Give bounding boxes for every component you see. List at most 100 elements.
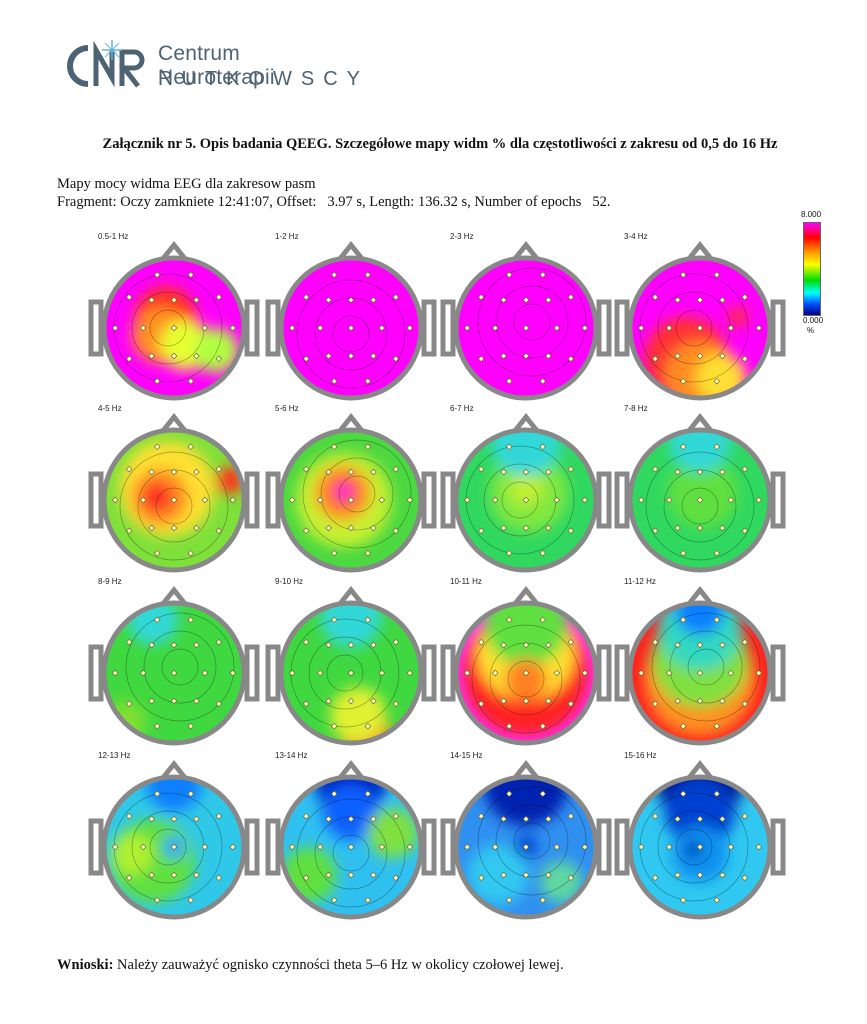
electrode-marker [637,669,645,677]
topo-map-label: 2-3 Hz [450,232,474,241]
electrode-marker [674,641,681,649]
electrode-marker [500,468,507,476]
electrode-marker [651,355,659,363]
electrode-marker [229,496,237,504]
head-outline [278,427,424,573]
electrode-marker [713,790,721,798]
electrode-marker [679,443,687,451]
topo-head [440,240,612,401]
topo-map-label: 7-8 Hz [624,404,648,413]
electrode-marker [347,296,355,304]
electrode-marker [378,496,386,504]
topo-map: 0.5-1 Hz [88,232,260,402]
electrode-marker [370,697,377,705]
electrode-marker [696,697,704,705]
electrode-marker [665,324,673,332]
topo-map: 12-13 Hz [88,751,260,921]
topo-head [88,585,260,746]
topo-map-label: 12-13 Hz [98,751,131,760]
electrode-marker [674,352,681,360]
electrode-marker [125,638,133,646]
electrode-marker [665,843,673,851]
electrode-marker [148,352,155,360]
head-left-ear [440,644,456,702]
scale-min: 0.000 [803,316,824,325]
electrode-marker [288,669,296,677]
head-outline [453,774,599,920]
topo-map: 14-15 Hz [440,751,612,921]
electrode-marker [477,293,485,301]
electrode-marker [406,669,414,677]
electrode-marker [674,697,681,705]
electrode-marker [741,527,749,535]
electrode-marker [651,465,659,473]
electrode-marker [347,669,355,677]
electrode-marker [719,697,726,705]
head-left-ear [440,471,456,529]
electrode-marker [477,527,485,535]
electrode-marker [370,468,377,476]
topo-map-label: 9-10 Hz [275,577,304,586]
topo-map-label: 14-15 Hz [450,751,483,760]
electrode-marker [505,271,513,279]
head-left-ear [614,644,630,702]
logo-line2: RUTKOWSCY [158,68,369,90]
electrode-marker [505,616,513,624]
electrode-marker [679,790,687,798]
electrode-marker [522,468,530,476]
electrode-marker [170,871,178,879]
electrode-marker [302,465,310,473]
electrode-marker [111,843,119,851]
electrode-marker [545,468,552,476]
electrode-marker [674,815,681,823]
electrode-marker [302,293,310,301]
electrode-marker [153,443,161,451]
electrode-marker [522,641,530,649]
electrode-marker [193,641,200,649]
electrode-marker [477,812,485,820]
electrode-marker [347,524,355,532]
electrode-marker [325,352,332,360]
topo-map: 10-11 Hz [440,577,612,747]
topo-head [614,412,786,573]
electrode-marker [153,616,161,624]
electrode-marker [545,815,552,823]
topo-map-label: 3-4 Hz [624,232,648,241]
electrode-marker [713,896,721,904]
head-nose [160,412,188,434]
electrode-marker [392,700,400,708]
topo-map-label: 5-6 Hz [275,404,299,413]
electrode-marker [187,271,195,279]
scale-unit: % [807,326,815,335]
electrode-marker [477,638,485,646]
electrode-marker [567,638,575,646]
electrode-marker [545,871,552,879]
conclusion-label: Wnioski: [57,957,114,973]
electrode-marker [539,790,547,798]
electrode-marker [463,324,471,332]
electrode-marker [713,271,721,279]
electrode-marker [696,815,704,823]
head-right-ear [421,644,437,702]
electrode-marker [330,377,338,385]
electrode-marker [347,468,355,476]
electrode-marker [325,468,332,476]
head-left-ear [440,299,456,357]
electrode-marker [727,843,735,851]
topo-head [265,240,437,401]
electrode-marker [505,896,513,904]
electrode-marker [581,669,589,677]
electrode-marker [539,896,547,904]
topo-map: 4-5 Hz [88,404,260,574]
electrode-marker [539,722,547,730]
electrode-marker [201,843,209,851]
electrode-marker [153,549,161,557]
electrode-marker [370,815,377,823]
topo-head [614,585,786,746]
electrode-marker [139,324,147,332]
electrode-marker [727,496,735,504]
head-right-ear [244,818,260,876]
electrode-marker [719,352,726,360]
electrode-marker [674,296,681,304]
electrode-marker [500,352,507,360]
